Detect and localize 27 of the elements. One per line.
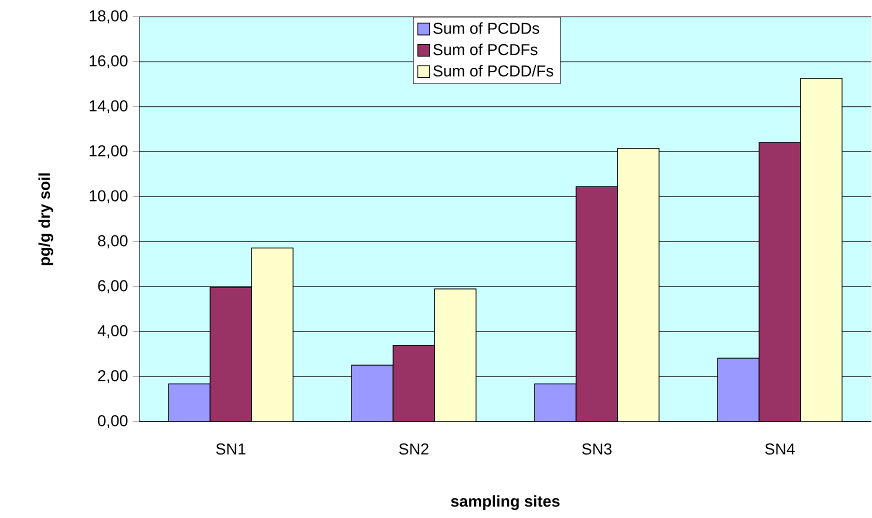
y-tick-label: 6,00 [98, 280, 128, 294]
y-tick-label: 2,00 [98, 370, 128, 383]
x-tick-label: SN1 [216, 443, 246, 454]
y-axis-title: pg/g dry soil [38, 173, 54, 265]
bar [210, 286, 252, 422]
y-tick-label: 0,00 [98, 414, 128, 428]
bar [392, 344, 435, 422]
bar [168, 383, 210, 422]
y-tick-label: 10,00 [90, 190, 128, 204]
x-tick-label: SN2 [399, 443, 428, 454]
y-tick-label: 14,00 [90, 100, 128, 114]
x-axis-title: sampling sites [451, 495, 560, 510]
y-tick-label: 18,00 [90, 10, 128, 24]
legend-label: Sum of PCDFs [433, 43, 538, 56]
x-tick-label: SN3 [582, 443, 612, 454]
y-tick-label: 8,00 [98, 234, 128, 248]
bar [351, 364, 394, 422]
legend-label: Sum of PCDD/Fs [433, 64, 554, 76]
bar [576, 186, 618, 422]
bar [717, 358, 760, 422]
y-tick-label: 4,00 [98, 324, 128, 338]
y-tick-label: 12,00 [90, 145, 128, 158]
legend-label: Sum of PCDDs [433, 22, 540, 34]
y-tick-label: 16,00 [90, 55, 128, 68]
x-tick-label: SN4 [765, 443, 795, 454]
bar [534, 383, 577, 422]
bar [758, 142, 801, 422]
